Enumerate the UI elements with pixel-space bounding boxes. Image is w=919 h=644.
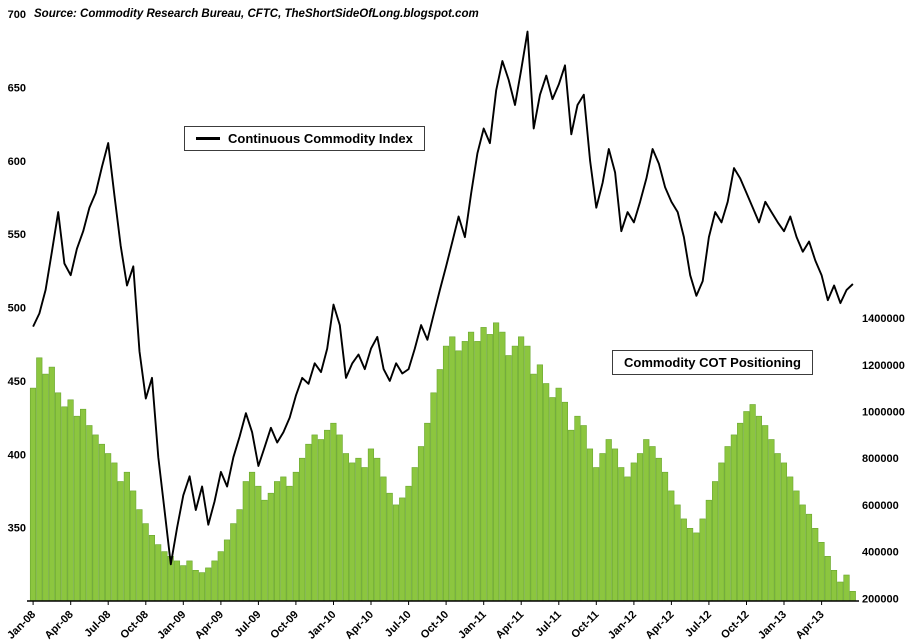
svg-text:Jul-11: Jul-11 bbox=[533, 609, 564, 640]
cot-bars bbox=[29, 322, 856, 602]
svg-text:1200000: 1200000 bbox=[862, 360, 905, 372]
svg-text:Oct-12: Oct-12 bbox=[719, 609, 752, 642]
svg-text:Apr-10: Apr-10 bbox=[343, 609, 376, 642]
svg-text:400: 400 bbox=[8, 449, 26, 461]
x-axis-labels: Jan-08 Apr-08 Jul-08 Oct-08 Jan-09 Apr-09 Jul-… bbox=[5, 601, 827, 642]
line-series-swatch-icon bbox=[196, 137, 220, 140]
svg-text:600: 600 bbox=[8, 156, 26, 168]
svg-text:Jan-09: Jan-09 bbox=[155, 609, 188, 642]
svg-text:Jan-08: Jan-08 bbox=[5, 609, 38, 642]
svg-text:400000: 400000 bbox=[862, 547, 899, 559]
cot-label-box: Commodity COT Positioning bbox=[612, 350, 813, 375]
right-axis-labels: 1400000 1200000 1000000 800000 600000 400000 2… bbox=[862, 313, 905, 605]
svg-text:Jan-13: Jan-13 bbox=[756, 609, 789, 642]
left-axis-labels: 700 650 600 550 500 450 400 350 bbox=[8, 9, 26, 535]
svg-text:Apr-11: Apr-11 bbox=[494, 609, 527, 642]
svg-text:1000000: 1000000 bbox=[862, 407, 905, 419]
svg-text:350: 350 bbox=[8, 523, 26, 535]
cci-line bbox=[32, 30, 854, 566]
svg-text:200000: 200000 bbox=[862, 593, 899, 605]
source-note: Source: Commodity Research Bureau, CFTC,… bbox=[34, 8, 479, 20]
svg-text:650: 650 bbox=[8, 82, 26, 94]
svg-text:Jan-12: Jan-12 bbox=[606, 609, 639, 642]
svg-text:Jan-10: Jan-10 bbox=[305, 609, 338, 642]
svg-text:700: 700 bbox=[8, 9, 26, 21]
svg-text:500: 500 bbox=[8, 303, 26, 315]
cci-legend-box: Continuous Commodity Index bbox=[184, 126, 425, 151]
svg-text:Apr-13: Apr-13 bbox=[794, 609, 827, 642]
svg-text:Jul-08: Jul-08 bbox=[82, 609, 113, 640]
cot-label-text: Commodity COT Positioning bbox=[624, 355, 801, 370]
svg-text:Oct-08: Oct-08 bbox=[118, 609, 151, 642]
svg-text:600000: 600000 bbox=[862, 500, 899, 512]
svg-text:450: 450 bbox=[8, 376, 26, 388]
svg-text:Apr-08: Apr-08 bbox=[43, 609, 76, 642]
svg-text:Apr-12: Apr-12 bbox=[643, 609, 676, 642]
svg-text:Jul-09: Jul-09 bbox=[233, 609, 264, 640]
svg-text:Oct-11: Oct-11 bbox=[569, 609, 601, 641]
svg-text:Apr-09: Apr-09 bbox=[193, 609, 226, 642]
svg-text:550: 550 bbox=[8, 229, 26, 241]
cci-legend-label: Continuous Commodity Index bbox=[228, 131, 413, 146]
svg-text:Oct-09: Oct-09 bbox=[268, 609, 301, 642]
svg-text:800000: 800000 bbox=[862, 453, 899, 465]
svg-text:Jan-11: Jan-11 bbox=[456, 609, 489, 642]
svg-text:1400000: 1400000 bbox=[862, 313, 905, 325]
svg-text:Oct-10: Oct-10 bbox=[419, 609, 452, 642]
svg-text:Jul-12: Jul-12 bbox=[683, 609, 714, 640]
svg-text:Jul-10: Jul-10 bbox=[383, 609, 414, 640]
